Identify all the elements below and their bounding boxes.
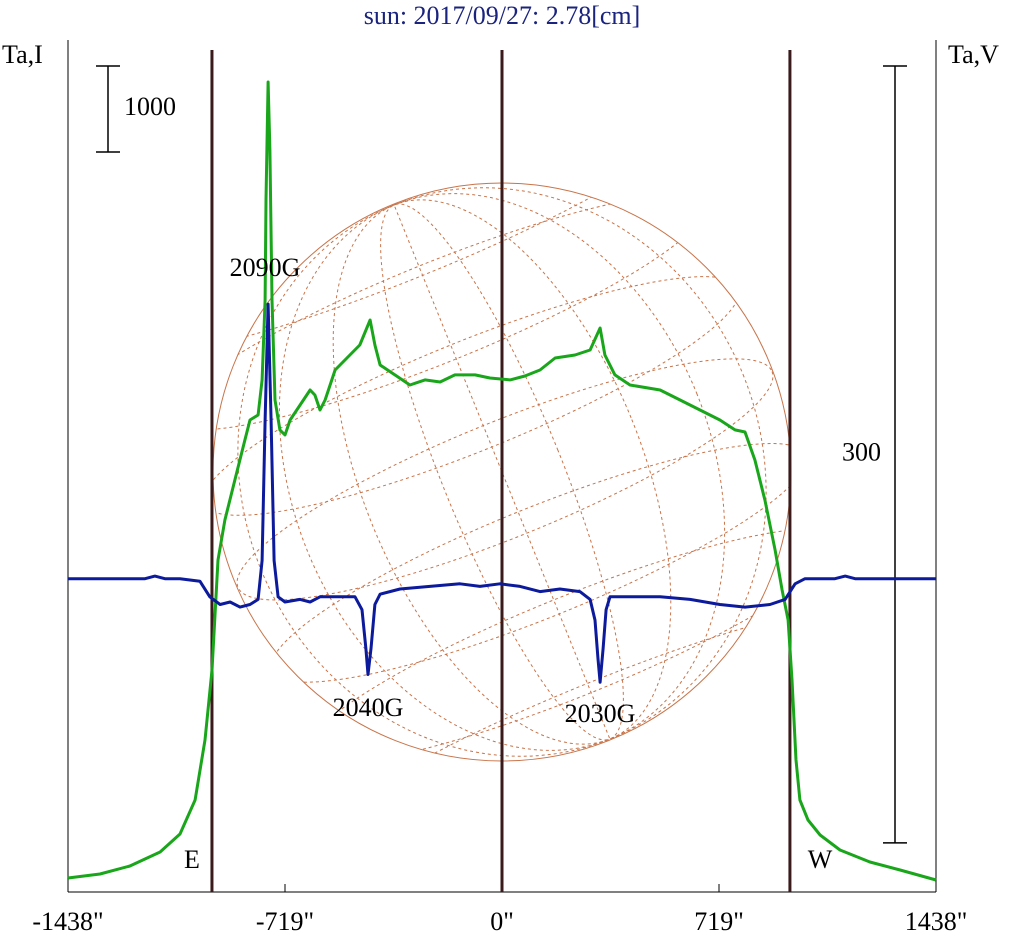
scale-label: 300 <box>842 437 881 466</box>
x-tick-label: 719" <box>694 907 744 936</box>
chart-title: sun: 2017/09/27: 2.78[cm] <box>364 1 641 30</box>
annotation: 2040G <box>333 693 404 722</box>
y2-axis-label: Ta,V <box>948 40 999 69</box>
annotation: 2090G <box>230 253 301 282</box>
scale-label: 1000 <box>124 92 176 121</box>
y-axis-label: Ta,I <box>2 40 43 69</box>
x-tick-label: 0" <box>490 907 514 936</box>
series-line <box>68 302 936 684</box>
x-tick-label: -719" <box>256 907 314 936</box>
annotation: W <box>808 845 833 874</box>
annotation: E <box>184 845 200 874</box>
annotation: 2030G <box>565 699 636 728</box>
series-line <box>67 80 937 882</box>
x-tick-label: 1438" <box>905 907 968 936</box>
x-tick-label: -1438" <box>32 907 103 936</box>
